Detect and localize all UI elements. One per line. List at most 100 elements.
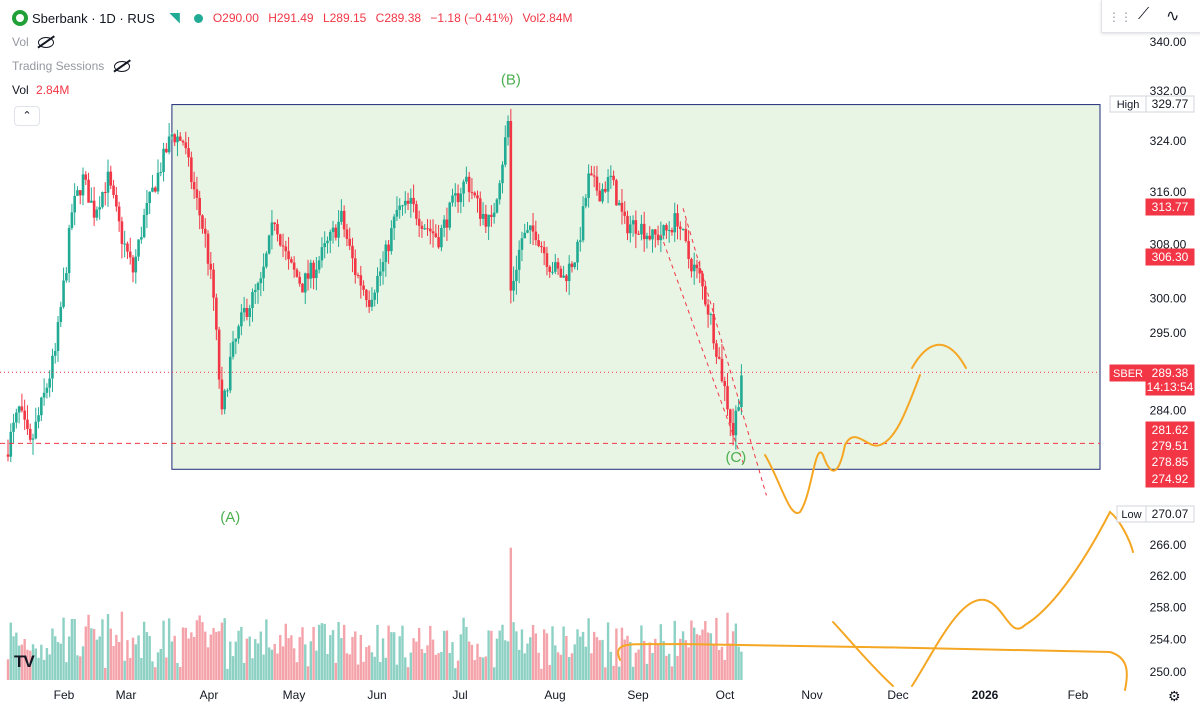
price-tag-time: 14:13:54 [1147,380,1194,394]
candle-body [428,228,432,232]
volume-bar [554,645,557,680]
time-tick-label: 2026 [972,688,999,702]
candle-body [331,227,335,232]
candle-body [417,218,421,226]
candle-body [437,237,440,248]
candle-body [637,233,640,235]
candle-body [398,205,402,210]
time-tick-label: Sep [627,688,649,702]
volume-bar [281,646,285,680]
volume-bar [412,638,415,680]
candle-body [423,228,427,230]
volume-bar [565,636,568,680]
price-tag [1145,453,1195,471]
volume-bar [248,636,251,680]
candle-body [467,176,471,193]
volume-bar [379,661,382,680]
candle-body [220,379,224,410]
candle-body [442,219,446,228]
volume-bar [690,620,693,680]
channel-line [682,208,767,496]
candle-body [48,378,51,388]
candle-body [284,246,288,252]
candle-body [259,278,263,284]
candle-body [67,228,71,274]
candle-body [192,181,196,190]
volume-bar [134,644,137,680]
candle-body [537,240,540,247]
volume-bar [576,629,579,680]
volume-bar [73,619,76,680]
open-value: O290.00 [212,11,259,25]
candle-body [473,192,477,196]
candle-body [317,260,321,270]
volume-bar [112,645,115,680]
volume-bar [523,653,526,680]
volume-bar [734,623,738,680]
volume-bar [640,625,643,680]
candle-body [187,148,190,158]
candle-body [623,211,627,216]
volume-bar [406,667,410,680]
settings-gear-icon[interactable]: ⚙ [1168,688,1181,704]
volume-indicator-row[interactable]: Vol 2.84M [12,83,69,97]
symbol-title[interactable]: Sberbank · 1D · RUS [32,10,155,26]
volume-bar [140,657,143,680]
candle-body [203,228,207,234]
candle-body [103,192,107,194]
candle-body [415,204,418,219]
hidden-eye-icon[interactable] [38,37,55,49]
candle-body [631,220,635,225]
path-tool-icon[interactable]: ∿ [1166,8,1180,25]
sessions-indicator-row[interactable]: Trading Sessions [12,59,130,73]
candle-body [26,419,29,429]
candle-body [278,234,282,246]
candle-body [520,238,524,250]
collapse-legend-button[interactable]: ⌃ [14,106,40,126]
candle-body [676,213,679,227]
price-tag [1145,248,1195,266]
candle-body [134,256,138,273]
hidden-eye-icon[interactable] [113,61,130,73]
candle-body [287,251,290,260]
candle-body [456,193,460,203]
candle-body [506,120,510,138]
volume-bar [220,622,224,680]
volume-bar [376,624,379,680]
candle-body [459,193,463,203]
price-tag-label-box [1109,364,1147,382]
volume-bar [476,643,479,680]
volume-bar [454,668,457,680]
candle-body [426,228,429,230]
vol-indicator-row[interactable]: Vol [12,35,55,49]
volume-bar [440,651,443,680]
candle-body [548,266,552,272]
volume-bar [123,660,126,680]
candle-body [587,173,590,198]
tradingview-logo-icon[interactable]: TV [14,652,35,671]
volume-bar [567,657,571,680]
volume-bar [259,631,263,680]
candle-body [170,134,174,137]
volume-bar [251,658,254,680]
candle-body [703,286,707,305]
time-tick-label: Apr [200,688,219,702]
volume-bar [276,653,279,680]
candle-body [328,231,332,241]
drag-handle-icon[interactable]: ⋮⋮ [1108,10,1132,24]
volume-bar [129,658,132,680]
volume-bar [45,648,49,680]
price-tag-value: 278.85 [1152,455,1189,469]
volume-bar [681,631,685,680]
volume-bar [304,644,307,680]
volume-bar [142,621,146,680]
candle-body [531,225,535,232]
candle-body [292,262,296,270]
brush-tool-icon[interactable]: ⟋ [1138,6,1150,23]
candle-body [615,180,618,206]
market-status-icon[interactable] [193,13,203,23]
candle-body [712,314,715,344]
candle-body [84,174,88,180]
candle-body [484,213,488,227]
